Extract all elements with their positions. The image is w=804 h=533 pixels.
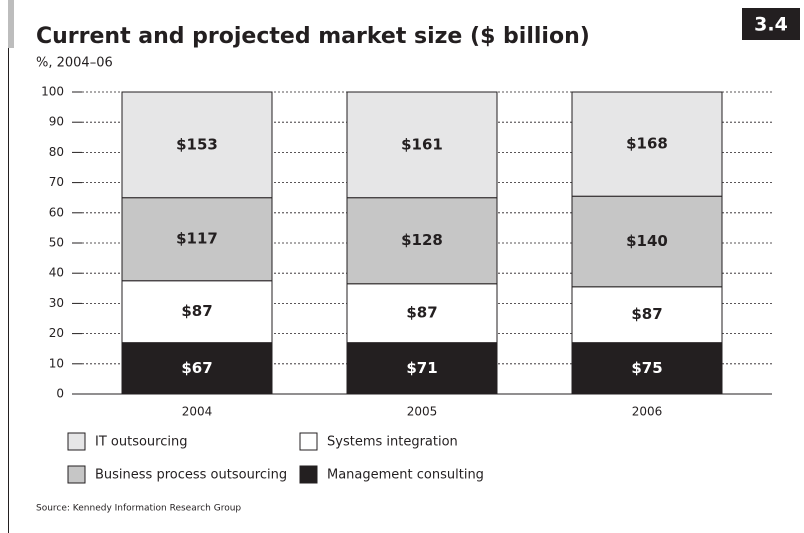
legend-swatch [299, 432, 318, 451]
y-tick-label: 90 [49, 115, 64, 129]
legend-label: Business process outsourcing [95, 468, 287, 483]
figure-number: 3.4 [754, 14, 788, 36]
bar-segment [571, 342, 723, 395]
segment-label: $87 [181, 302, 212, 320]
legend-label: Management consulting [327, 468, 484, 483]
y-tick-label: 80 [49, 145, 64, 159]
legend-label: Systems integration [327, 435, 458, 450]
y-tick-label: 70 [49, 175, 64, 189]
segment-label: $75 [631, 359, 662, 377]
y-tick-label: 50 [49, 236, 64, 250]
legend-swatch [299, 465, 318, 484]
segment-label: $117 [176, 230, 218, 248]
bar-segment [571, 195, 723, 288]
y-tick-label: 30 [49, 296, 64, 310]
bar-segment [121, 91, 273, 199]
figure-badge [742, 8, 800, 40]
y-tick-label: 20 [49, 326, 64, 340]
bar-segment [346, 197, 498, 285]
accent-bar [8, 0, 14, 48]
y-tick-label: 0 [56, 387, 64, 401]
segment-label: $153 [176, 135, 218, 153]
legend-label: IT outsourcing [95, 435, 187, 450]
legend-swatch [67, 465, 86, 484]
bar-segment [346, 342, 498, 395]
y-tick-label: 100 [41, 85, 64, 99]
bar-segment [346, 91, 498, 199]
bar-segment [121, 280, 273, 344]
x-tick-label: 2005 [407, 405, 438, 419]
segment-label: $87 [631, 305, 662, 323]
legend-swatch [67, 432, 86, 451]
segment-label: $128 [401, 231, 443, 249]
y-tick-label: 40 [49, 266, 64, 280]
chart-title: Current and projected market size ($ bil… [36, 24, 590, 49]
bar-segment [571, 91, 723, 197]
bar-segment [571, 286, 723, 344]
segment-label: $87 [406, 304, 437, 322]
bar-segment [121, 342, 273, 395]
segment-label: $67 [181, 359, 212, 377]
source-note: Source: Kennedy Information Research Gro… [36, 504, 241, 514]
y-tick-label: 60 [49, 205, 64, 219]
segment-label: $168 [626, 135, 668, 153]
segment-label: $71 [406, 359, 437, 377]
x-tick-label: 2004 [182, 405, 213, 419]
segment-label: $161 [401, 135, 443, 153]
y-tick-label: 10 [49, 356, 64, 370]
x-tick-label: 2006 [632, 405, 663, 419]
segment-label: $140 [626, 232, 668, 250]
bar-segment [121, 197, 273, 282]
chart-subtitle: %, 2004–06 [36, 56, 113, 71]
